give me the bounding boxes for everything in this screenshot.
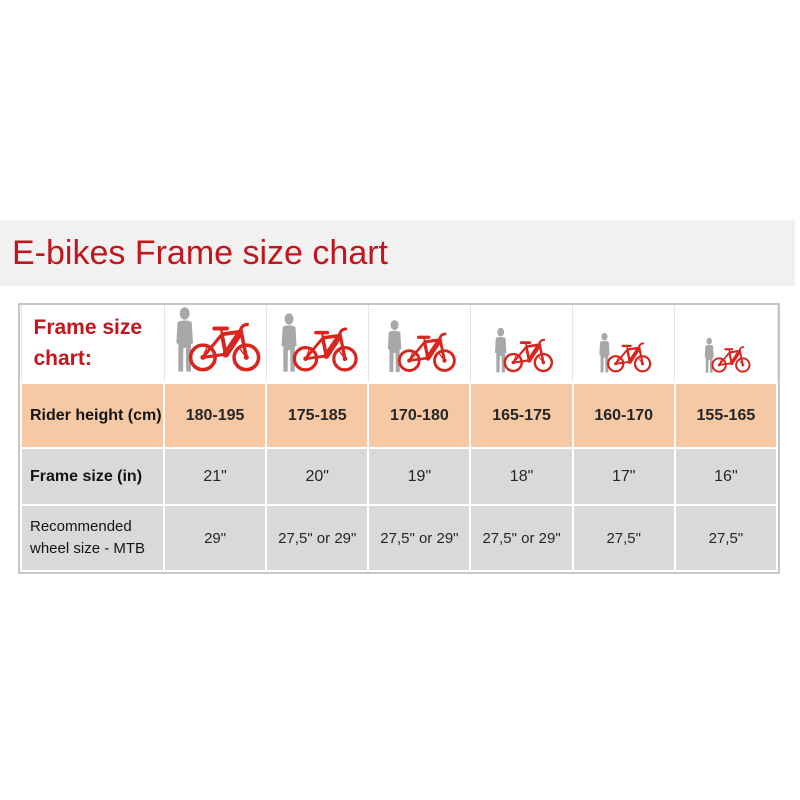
table-row-frame-size: Frame size (in) 21" 20" 19" 18" 17" 16" bbox=[20, 447, 779, 506]
table-cell: 27,5" bbox=[673, 504, 779, 572]
frame-size-table: Frame size chart: Rider height (cm) 180-… bbox=[20, 305, 779, 572]
row-label: Frame size (in) bbox=[20, 447, 165, 506]
icon-cell bbox=[674, 305, 778, 384]
frame-size-table-wrapper: Frame size chart: Rider height (cm) 180-… bbox=[18, 303, 780, 574]
rider-bike-icon bbox=[489, 327, 555, 374]
table-cell: 160-170 bbox=[571, 382, 676, 449]
table-cell: 18" bbox=[469, 447, 574, 506]
table-cell: 27,5" or 29" bbox=[265, 504, 370, 572]
icon-cell bbox=[469, 305, 574, 384]
table-cell: 170-180 bbox=[367, 382, 472, 449]
table-row-rider-height: Rider height (cm) 180-195 175-185 170-18… bbox=[20, 382, 779, 449]
corner-label: Frame size chart: bbox=[33, 316, 143, 370]
table-cell: 165-175 bbox=[469, 382, 574, 449]
corner-cell: Frame size chart: bbox=[20, 305, 165, 384]
table-cell: 155-165 bbox=[673, 382, 779, 449]
icon-cell bbox=[163, 305, 267, 384]
table-cell: 180-195 bbox=[162, 382, 268, 449]
icon-cell bbox=[572, 305, 676, 384]
table-cell: 27,5" bbox=[571, 504, 676, 572]
rider-bike-icon bbox=[700, 337, 752, 374]
table-cell: 27,5" or 29" bbox=[469, 504, 574, 572]
table-cell: 27,5" or 29" bbox=[367, 504, 472, 572]
table-cell: 20" bbox=[265, 447, 370, 506]
icon-header-row: Frame size chart: bbox=[20, 305, 778, 384]
rider-bike-icon bbox=[381, 319, 458, 374]
table-cell: 19" bbox=[367, 447, 472, 506]
rider-bike-icon bbox=[274, 312, 360, 374]
table-cell: 16" bbox=[673, 447, 779, 506]
row-label: Rider height (cm) bbox=[20, 382, 165, 449]
icon-cell bbox=[265, 305, 369, 384]
table-row-wheel-size: Recommended wheel size - MTB 29" 27,5" o… bbox=[20, 504, 779, 572]
table-cell: 17" bbox=[571, 447, 676, 506]
table-cell: 175-185 bbox=[265, 382, 370, 449]
table-cell: 29" bbox=[162, 504, 268, 572]
icon-cell bbox=[367, 305, 471, 384]
rider-bike-icon bbox=[168, 306, 263, 374]
table-cell: 21" bbox=[162, 447, 268, 506]
row-label: Recommended wheel size - MTB bbox=[20, 504, 165, 572]
rider-bike-icon bbox=[594, 332, 653, 374]
page-title: E-bikes Frame size chart bbox=[12, 233, 388, 272]
title-band: E-bikes Frame size chart bbox=[0, 220, 795, 286]
